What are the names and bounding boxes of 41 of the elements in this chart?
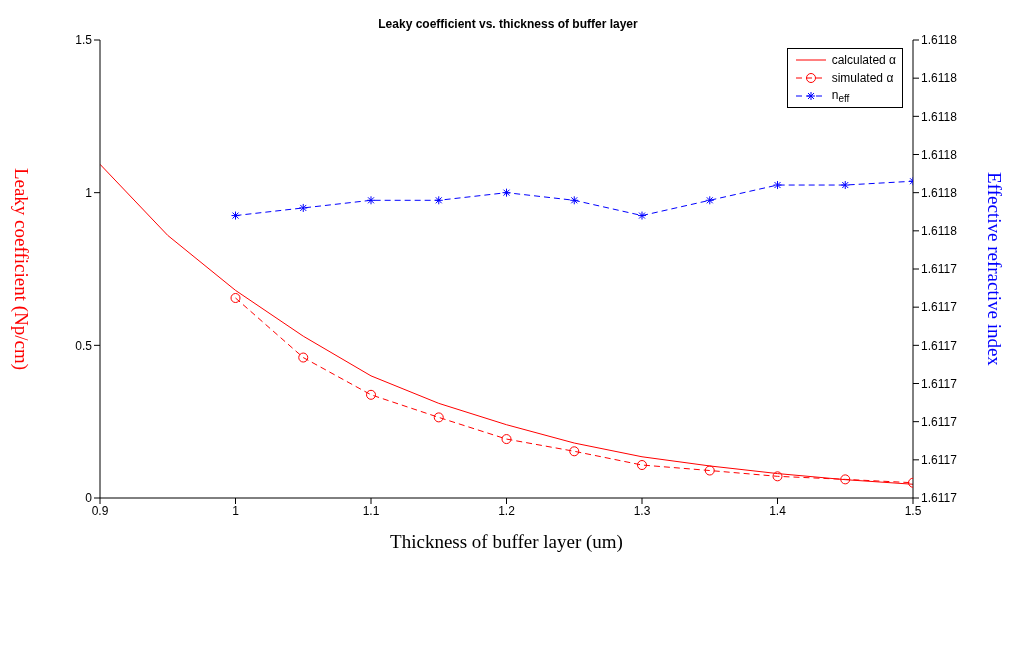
y-tick-label: 1 [85,185,93,200]
point [569,446,580,457]
y-tick-label: 0.5 [75,338,93,353]
legend-label: n$_{eff}$ [831,87,850,105]
y-tick-label: 0 [85,491,93,506]
y2-tick-label: 1.6118 [921,224,958,239]
legend-label: calculated α [831,53,896,67]
point [298,352,309,363]
x-tick-label: 1.4 [769,503,787,518]
point [501,434,512,445]
y2-tick-label: 1.6118 [921,71,958,86]
y2-tick-label: 1.6117 [921,491,958,506]
y-tick-label: 1.5 [75,33,93,48]
point [433,412,444,423]
point [230,293,241,304]
y2-tick-label: 1.6117 [921,338,958,353]
x-tick-label: 0.9 [91,503,109,518]
y2-tick-label: 1.6117 [921,262,958,277]
y2-axis-title: Effective refractive index [984,172,1006,367]
point [704,465,715,476]
y2-tick-label: 1.6117 [921,414,958,429]
point [366,389,376,400]
y2-tick-label: 1.6118 [921,33,958,48]
x-tick-label: 1.5 [904,503,922,518]
y2-tick-label: 1.6118 [921,109,958,124]
x-tick-label: 1.1 [362,503,380,518]
y2-tick-label: 1.6118 [921,147,958,162]
point [637,460,647,471]
y2-tick-label: 1.6118 [921,185,958,200]
point [840,474,851,485]
y2-tick-label: 1.6117 [921,453,958,468]
y2-tick-label: 1.6117 [921,376,958,391]
x-axis-title: Thickness of buffer layer (um) [390,531,623,553]
x-tick-label: 1 [232,503,240,518]
y-axis-title: Leaky coefficient (Np/cm) [10,167,33,371]
x-tick-label: 1.2 [498,503,516,518]
chart-title: Leaky coefficient vs. thickness of buffer layer [378,17,639,31]
legend-label: simulated α [831,71,894,85]
x-tick-label: 1.3 [633,503,651,518]
y2-tick-label: 1.6117 [921,300,958,315]
point [772,471,783,482]
